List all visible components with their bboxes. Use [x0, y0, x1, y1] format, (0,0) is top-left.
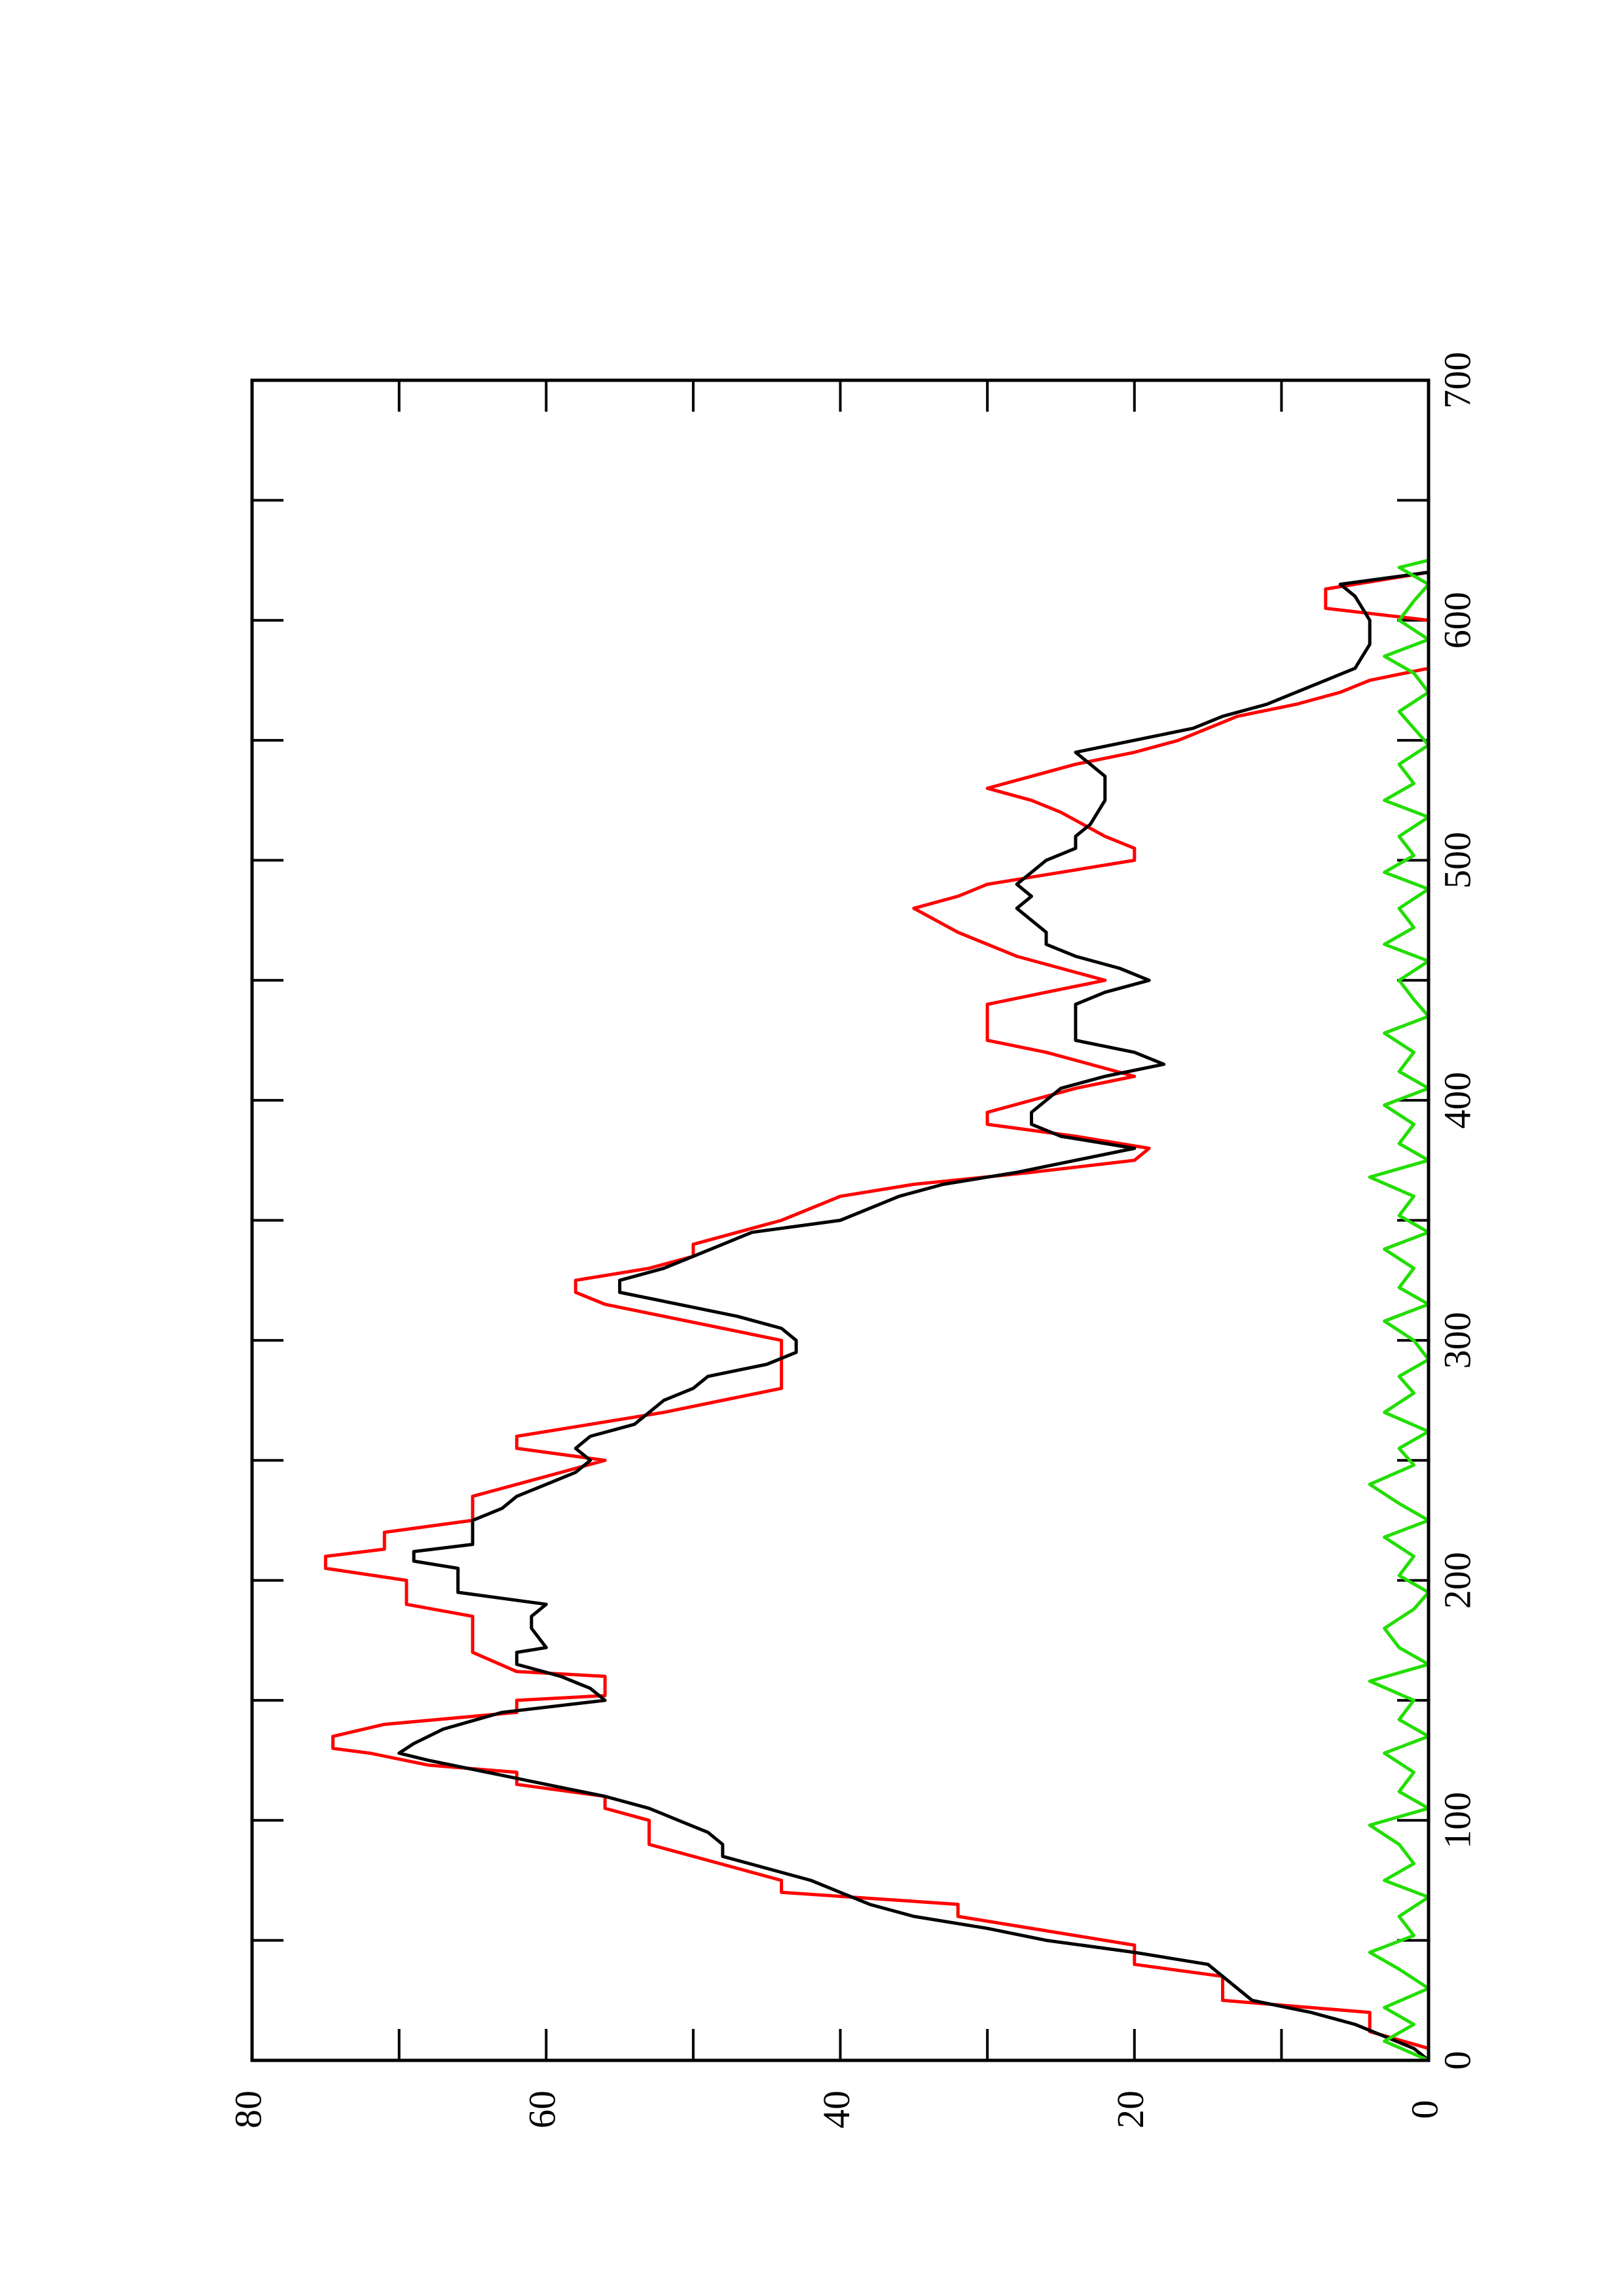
plot-frame — [250, 378, 1431, 2062]
y-tick-label: 0 — [1403, 2100, 1446, 2119]
x-tick-label: 500 — [1436, 832, 1478, 889]
y-tick-label: 20 — [1109, 2090, 1152, 2128]
x-tick-label: 100 — [1436, 1792, 1478, 1849]
series-line — [397, 570, 1430, 2062]
x-tick-label: 0 — [1436, 2051, 1478, 2070]
series-line — [1368, 558, 1431, 2062]
x-tick-label: 200 — [1436, 1552, 1478, 1609]
series-line — [323, 570, 1431, 2051]
y-tick-label: 60 — [521, 2090, 564, 2128]
x-tick-label: 700 — [1436, 352, 1478, 409]
x-tick-label: 300 — [1436, 1312, 1478, 1369]
y-tick-label: 40 — [815, 2090, 858, 2128]
y-tick-label: 80 — [227, 2090, 269, 2128]
x-tick-label: 600 — [1436, 592, 1478, 649]
x-tick-label: 400 — [1436, 1072, 1478, 1129]
